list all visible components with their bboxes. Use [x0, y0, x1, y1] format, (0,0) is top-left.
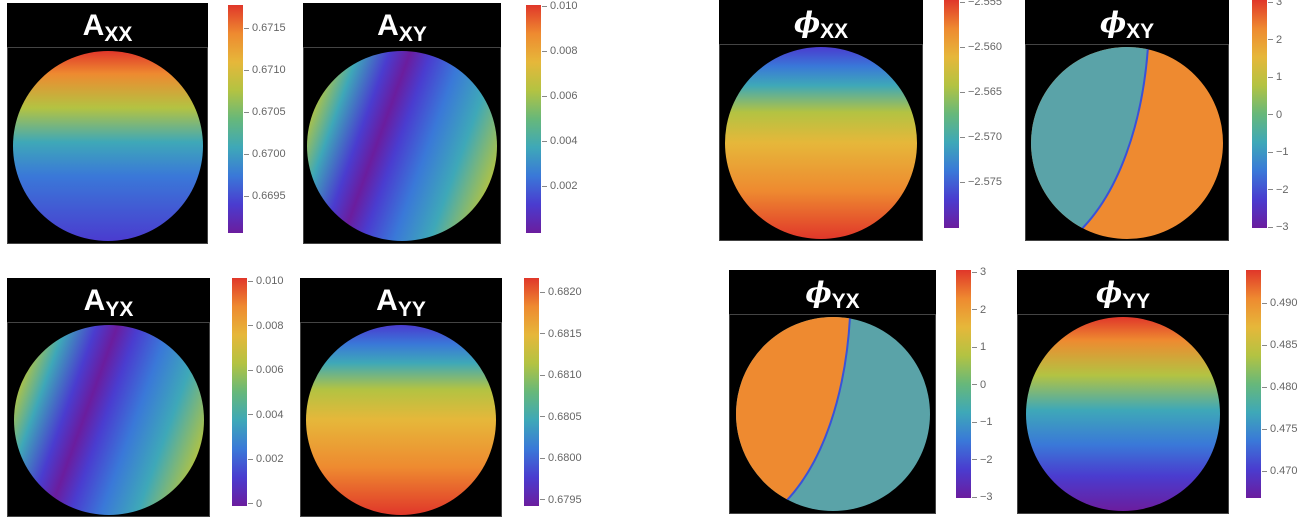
- colorbar-tick-label: −1: [972, 416, 993, 428]
- panel-phi-xy: ϕXY: [1025, 0, 1229, 241]
- colorbar-tick-label: 0.006: [542, 90, 578, 102]
- colorbar-tick-label: 0.004: [542, 135, 578, 147]
- colorbar-tick-label: 0.010: [248, 275, 284, 287]
- colorbar-tick-label: −2.575: [960, 176, 1002, 188]
- colorbar: [1246, 270, 1261, 498]
- colorbar-tick-label: 0.480: [1262, 381, 1298, 393]
- plot-area: [300, 322, 502, 517]
- colorbar: [1252, 0, 1267, 228]
- colorbar-tick-label: 3: [1268, 0, 1282, 8]
- colorbar-tick-label: 0.008: [248, 320, 284, 332]
- plot-area: [729, 314, 936, 514]
- colorbar-tick-label: −3: [972, 491, 993, 503]
- heatmap-disc: [12, 50, 203, 241]
- colorbar-tick-label: 1: [972, 341, 986, 353]
- panel-a-yx: AYX: [7, 278, 210, 517]
- panel-title: AYY: [376, 284, 426, 321]
- colorbar-tick-label: 0.6795: [540, 494, 582, 506]
- plot-area: [7, 322, 210, 517]
- colorbar-tick-label: 0.6715: [244, 22, 286, 34]
- colorbar-tick-label: 0.010: [542, 0, 578, 12]
- panel-title: AYX: [83, 284, 134, 321]
- colorbar: [944, 0, 959, 228]
- heatmap-disc: [13, 324, 204, 515]
- colorbar-tick-label: 3: [972, 266, 986, 278]
- panel-a-xy: AXY: [303, 3, 501, 244]
- colorbar-tick-label: 0.475: [1262, 423, 1298, 435]
- colorbar: [524, 278, 539, 506]
- heatmap-disc: [307, 50, 497, 241]
- colorbar-tick-label: 0: [1268, 109, 1282, 121]
- colorbar-tick-label: 2: [1268, 34, 1282, 46]
- panel-title: AXY: [377, 9, 427, 46]
- colorbar-tick-label: 0.6805: [540, 411, 582, 423]
- colorbar-tick-label: 0.6815: [540, 328, 582, 340]
- colorbar-tick-label: 0.490: [1262, 297, 1298, 309]
- panel-title: ϕXX: [793, 6, 849, 43]
- colorbar: [232, 278, 247, 506]
- colorbar: [228, 5, 243, 233]
- plot-area: [7, 47, 208, 244]
- panel-phi-xx: ϕXX: [719, 0, 923, 241]
- heatmap-disc: [1026, 317, 1220, 511]
- colorbar-tick-label: −3: [1268, 221, 1289, 233]
- colorbar-tick-label: 0.008: [542, 45, 578, 57]
- colorbar-tick-label: 1: [1268, 71, 1282, 83]
- panel-phi-yx: ϕYX: [729, 270, 936, 514]
- colorbar-tick-label: −2.555: [960, 0, 1002, 8]
- heatmap-disc: [725, 46, 917, 239]
- colorbar: [956, 270, 971, 498]
- plot-area: [1025, 44, 1229, 241]
- panel-a-yy: AYY: [300, 278, 502, 517]
- colorbar-tick-label: 0.004: [248, 409, 284, 421]
- colorbar-tick-label: 0.6695: [244, 190, 286, 202]
- heatmap-disc: [735, 317, 930, 511]
- colorbar-tick-label: −2.570: [960, 131, 1002, 143]
- heatmap-disc: [306, 324, 496, 515]
- colorbar-tick-label: −1: [1268, 146, 1289, 158]
- plot-area: [1017, 314, 1229, 514]
- panel-title: ϕYX: [805, 276, 860, 313]
- panel-title: AXX: [82, 9, 133, 46]
- colorbar-tick-label: 0.002: [248, 453, 284, 465]
- plot-area: [303, 47, 501, 244]
- panel-phi-yy: ϕYY: [1017, 270, 1229, 514]
- colorbar-tick-label: −2.565: [960, 86, 1002, 98]
- colorbar-tick-label: 0.485: [1262, 339, 1298, 351]
- colorbar-tick-label: −2: [1268, 184, 1289, 196]
- colorbar-tick-label: 0.6700: [244, 148, 286, 160]
- colorbar-tick-label: 2: [972, 304, 986, 316]
- panel-title: ϕYY: [1095, 276, 1151, 313]
- plot-area: [719, 44, 923, 241]
- colorbar-tick-label: 0.6810: [540, 369, 582, 381]
- colorbar-tick-label: 0.6800: [540, 452, 582, 464]
- colorbar-tick-label: −2.560: [960, 41, 1002, 53]
- colorbar-tick-label: 0.470: [1262, 465, 1298, 477]
- colorbar: [526, 5, 541, 233]
- colorbar-tick-label: −2: [972, 454, 993, 466]
- colorbar-tick-label: 0: [972, 379, 986, 391]
- colorbar-tick-label: 0.6710: [244, 64, 286, 76]
- colorbar-tick-label: 0.002: [542, 180, 578, 192]
- colorbar-tick-label: 0: [248, 498, 262, 510]
- panel-title: ϕXY: [1099, 6, 1155, 43]
- colorbar-tick-label: 0.6820: [540, 286, 582, 298]
- colorbar-tick-label: 0.006: [248, 364, 284, 376]
- colorbar-tick-label: 0.6705: [244, 106, 286, 118]
- heatmap-disc: [1031, 46, 1223, 239]
- panel-a-xx: AXX: [7, 3, 208, 244]
